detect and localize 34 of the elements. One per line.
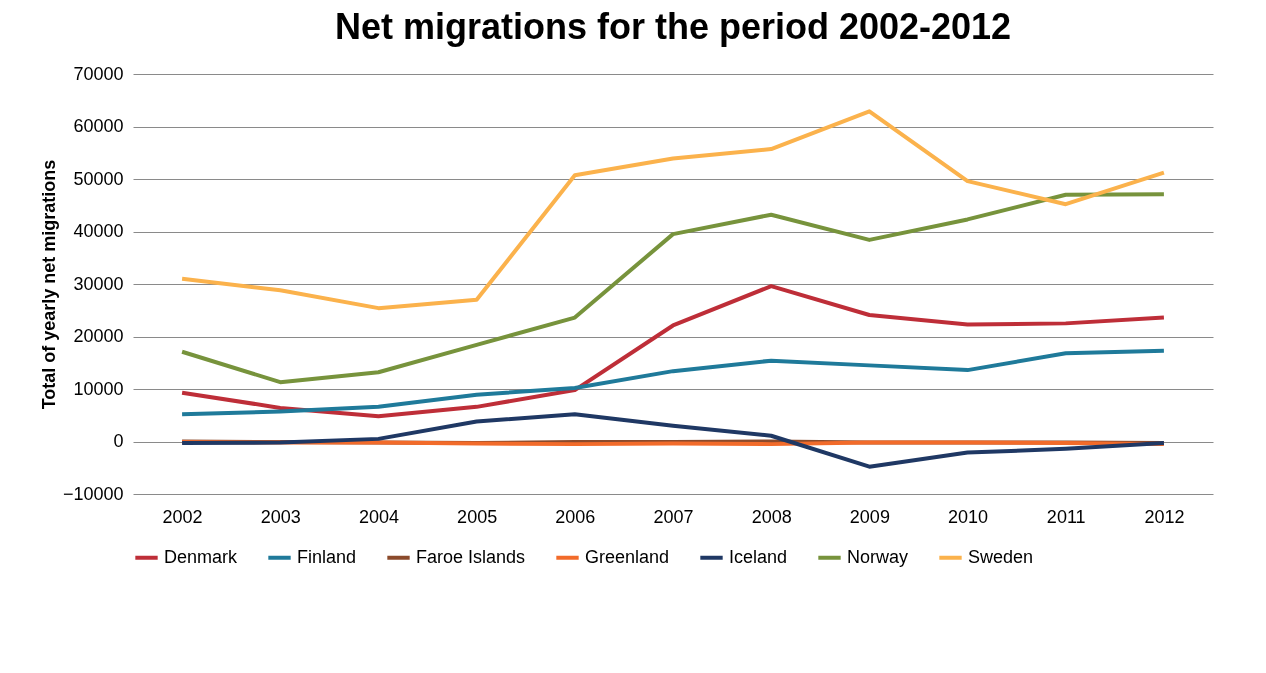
- y-tick-label: −10000: [62, 483, 124, 504]
- y-tick-label: 40000: [73, 221, 124, 241]
- y-tick-label: 10000: [73, 378, 124, 399]
- x-tick-label: 2004: [358, 506, 399, 527]
- legend-label: Iceland: [729, 546, 788, 567]
- y-tick-label: 30000: [73, 273, 124, 294]
- y-tick-label: 50000: [73, 168, 124, 189]
- line-series: [180, 284, 1166, 419]
- x-tick-label: 2003: [260, 506, 301, 527]
- line-series: [180, 348, 1166, 417]
- x-tick-label: 2010: [948, 506, 989, 527]
- x-tick-label: 2006: [555, 506, 596, 527]
- legend-label: Sweden: [968, 546, 1034, 567]
- y-tick-label: 20000: [73, 326, 124, 346]
- x-tick-label: 2002: [162, 506, 203, 527]
- x-tick-label: 2009: [849, 506, 890, 527]
- legend-label: Norway: [847, 546, 909, 567]
- y-tick-label: 60000: [73, 116, 124, 136]
- chart-title: Net migrations for the period 2002-2012: [334, 6, 1012, 47]
- x-tick-label: 2007: [653, 506, 694, 527]
- legend-label: Faroe Islands: [416, 546, 526, 567]
- x-tick-label: 2008: [751, 506, 792, 527]
- legend-label: Finland: [297, 546, 357, 567]
- legend-label: Denmark: [164, 546, 239, 567]
- legend-label: Greenland: [585, 546, 670, 567]
- line-series: [180, 412, 1166, 469]
- line-series: [180, 109, 1166, 311]
- y-tick-label: 70000: [73, 63, 124, 84]
- x-tick-label: 2005: [457, 506, 498, 527]
- x-tick-label: 2012: [1144, 506, 1185, 527]
- x-tick-label: 2011: [1046, 506, 1086, 527]
- line-series: [180, 192, 1166, 385]
- y-tick-label: 0: [113, 431, 124, 451]
- y-axis-title: Total of yearly net migrations: [38, 159, 59, 410]
